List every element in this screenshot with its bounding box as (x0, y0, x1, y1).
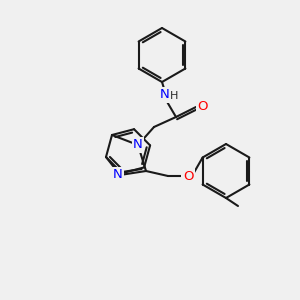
Text: H: H (170, 91, 178, 101)
Text: N: N (113, 169, 123, 182)
Text: N: N (133, 139, 143, 152)
Text: N: N (160, 88, 170, 101)
Text: O: O (198, 100, 208, 112)
Text: O: O (183, 169, 193, 182)
